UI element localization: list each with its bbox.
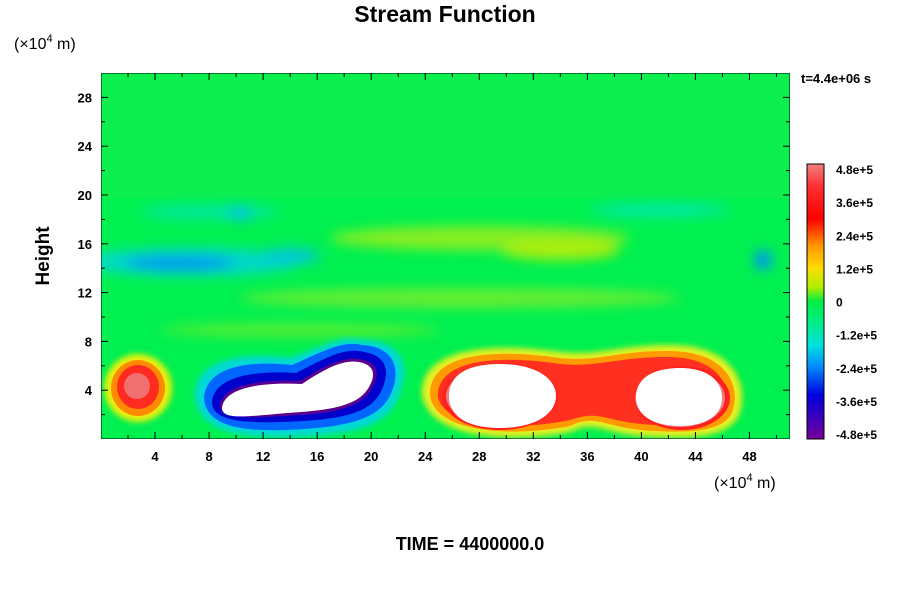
colorbar: 4.8e+5 3.6e+5 2.4e+5 1.2e+5 0 -1.2e+5 -2.4e+5 -… [806, 163, 877, 442]
x-tick-label: 4 [151, 449, 159, 464]
negative-spot-right [754, 250, 772, 270]
negative-band-upper [140, 205, 280, 219]
y-tick-label: 12 [78, 286, 92, 301]
negative-band-right [590, 204, 730, 216]
negative-band-mid [260, 248, 320, 264]
positive-band-center [500, 240, 620, 260]
x-tick-label: 8 [205, 449, 212, 464]
colorbar-tick-label: 3.6e+5 [836, 196, 873, 210]
y-tick-label: 4 [85, 383, 93, 398]
x-tick-label: 36 [580, 449, 594, 464]
y-axis-label: Height [33, 226, 54, 286]
y-unit-label: (×104 m) [14, 33, 76, 53]
vortex-left [104, 354, 172, 422]
y-tick-label: 16 [78, 237, 92, 252]
heatmap-field [101, 73, 790, 439]
colorbar-tick-label: 4.8e+5 [836, 163, 873, 177]
y-ticks: 4 8 12 16 20 24 28 [78, 90, 790, 416]
time-label: t=4.4e+06 s [801, 71, 871, 86]
footer-time: TIME = 4400000.0 [396, 534, 545, 554]
x-tick-label: 48 [742, 449, 756, 464]
x-tick-label: 44 [688, 449, 703, 464]
y-tick-label: 20 [78, 188, 92, 203]
colorbar-tick-label: 1.2e+5 [836, 262, 873, 276]
x-tick-label: 32 [526, 449, 540, 464]
y-tick-label: 24 [78, 139, 93, 154]
colorbar-tick-label: -2.4e+5 [836, 362, 877, 376]
positive-band-lower [160, 323, 440, 337]
negative-band-core [125, 256, 235, 270]
colorbar-tick-label: -4.8e+5 [836, 428, 877, 442]
chart-title: Stream Function [354, 1, 535, 27]
y-tick-label: 8 [85, 334, 92, 349]
colorbar-tick-label: 0 [836, 296, 843, 310]
negative-spot-upper [226, 206, 254, 220]
x-tick-label: 24 [418, 449, 433, 464]
colorbar-tick-label: -3.6e+5 [836, 395, 877, 409]
colorbar-tick-label: -1.2e+5 [836, 329, 877, 343]
colorbar-strip [806, 163, 825, 440]
vortex-positive-pair [421, 345, 743, 438]
x-tick-label: 28 [472, 449, 486, 464]
upper-band [101, 73, 790, 198]
x-unit-label: (×104 m) [714, 472, 776, 492]
positive-band-low [240, 288, 680, 308]
x-tick-label: 40 [634, 449, 648, 464]
x-tick-label: 20 [364, 449, 378, 464]
x-tick-label: 12 [256, 449, 270, 464]
field-texture [101, 204, 772, 337]
x-tick-label: 16 [310, 449, 324, 464]
colorbar-tick-label: 2.4e+5 [836, 229, 873, 243]
y-tick-label: 28 [78, 90, 92, 105]
colorbar-ticks: 4.8e+5 3.6e+5 2.4e+5 1.2e+5 0 -1.2e+5 -2.4e+5 -… [836, 163, 877, 442]
vortex-negative [195, 338, 404, 437]
x-ticks: 4 8 12 16 20 24 28 32 36 40 44 48 [127, 73, 777, 464]
